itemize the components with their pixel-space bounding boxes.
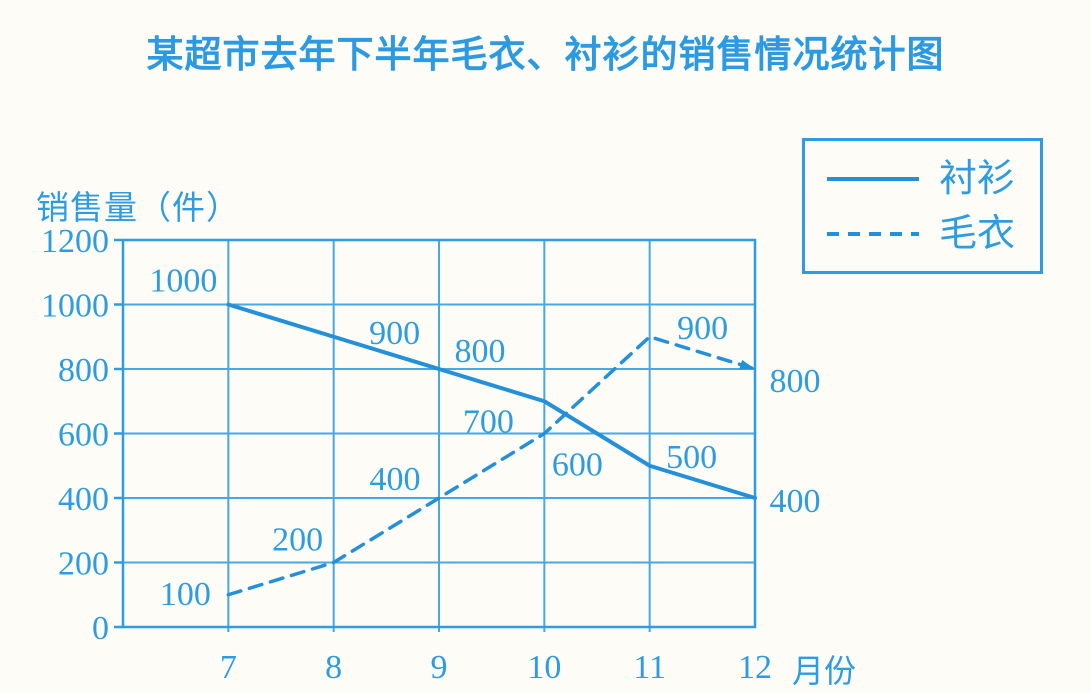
- sweater-series-line: [226, 335, 757, 597]
- x-tick-label: 8: [325, 649, 342, 686]
- y-tick-label: 600: [58, 417, 109, 454]
- legend-label-shirt: 衬衫: [939, 157, 1016, 200]
- data-point-label: 700: [463, 403, 514, 440]
- y-axis-title: 销售量（件）: [36, 191, 240, 227]
- y-tick-label: 200: [58, 546, 109, 583]
- dashed-line-sample-icon: [827, 231, 919, 236]
- x-tick-label: 10: [527, 649, 561, 686]
- y-tick-label: 400: [58, 481, 109, 518]
- x-tick-label: 9: [431, 649, 448, 686]
- solid-line-sample-icon: [827, 176, 919, 181]
- y-tick-label: 800: [58, 352, 109, 389]
- y-tick-label: 1000: [41, 288, 109, 325]
- data-point-label: 200: [272, 522, 323, 559]
- data-point-label: 900: [677, 310, 728, 347]
- data-point-label: 600: [552, 447, 603, 484]
- data-point-label: 400: [770, 483, 821, 520]
- x-tick-label: 11: [633, 649, 666, 686]
- legend-label-sweater: 毛衣: [939, 212, 1016, 255]
- data-point-label: 800: [770, 363, 821, 400]
- shirt-series-line: [226, 302, 757, 500]
- sweater-line-arrowhead: [739, 359, 755, 370]
- data-point-label: 100: [160, 576, 211, 613]
- data-point-label: 900: [369, 315, 420, 352]
- y-tick-label: 1200: [41, 223, 109, 260]
- x-tick-label: 12: [738, 649, 772, 686]
- x-tick-label: 7: [220, 649, 237, 686]
- data-point-label: 1000: [149, 263, 217, 300]
- data-point-label: 500: [666, 439, 717, 476]
- legend: 衬衫 毛衣: [802, 138, 1043, 274]
- data-point-label: 800: [455, 333, 506, 370]
- legend-item-shirt: 衬衫: [827, 160, 1024, 198]
- x-axis-unit-label: 月份: [792, 653, 857, 689]
- chart-title: 某超市去年下半年毛衣、衬衫的销售情况统计图: [146, 34, 945, 75]
- data-point-label: 400: [370, 461, 421, 498]
- legend-item-sweater: 毛衣: [827, 215, 1024, 253]
- y-tick-label: 0: [92, 610, 109, 647]
